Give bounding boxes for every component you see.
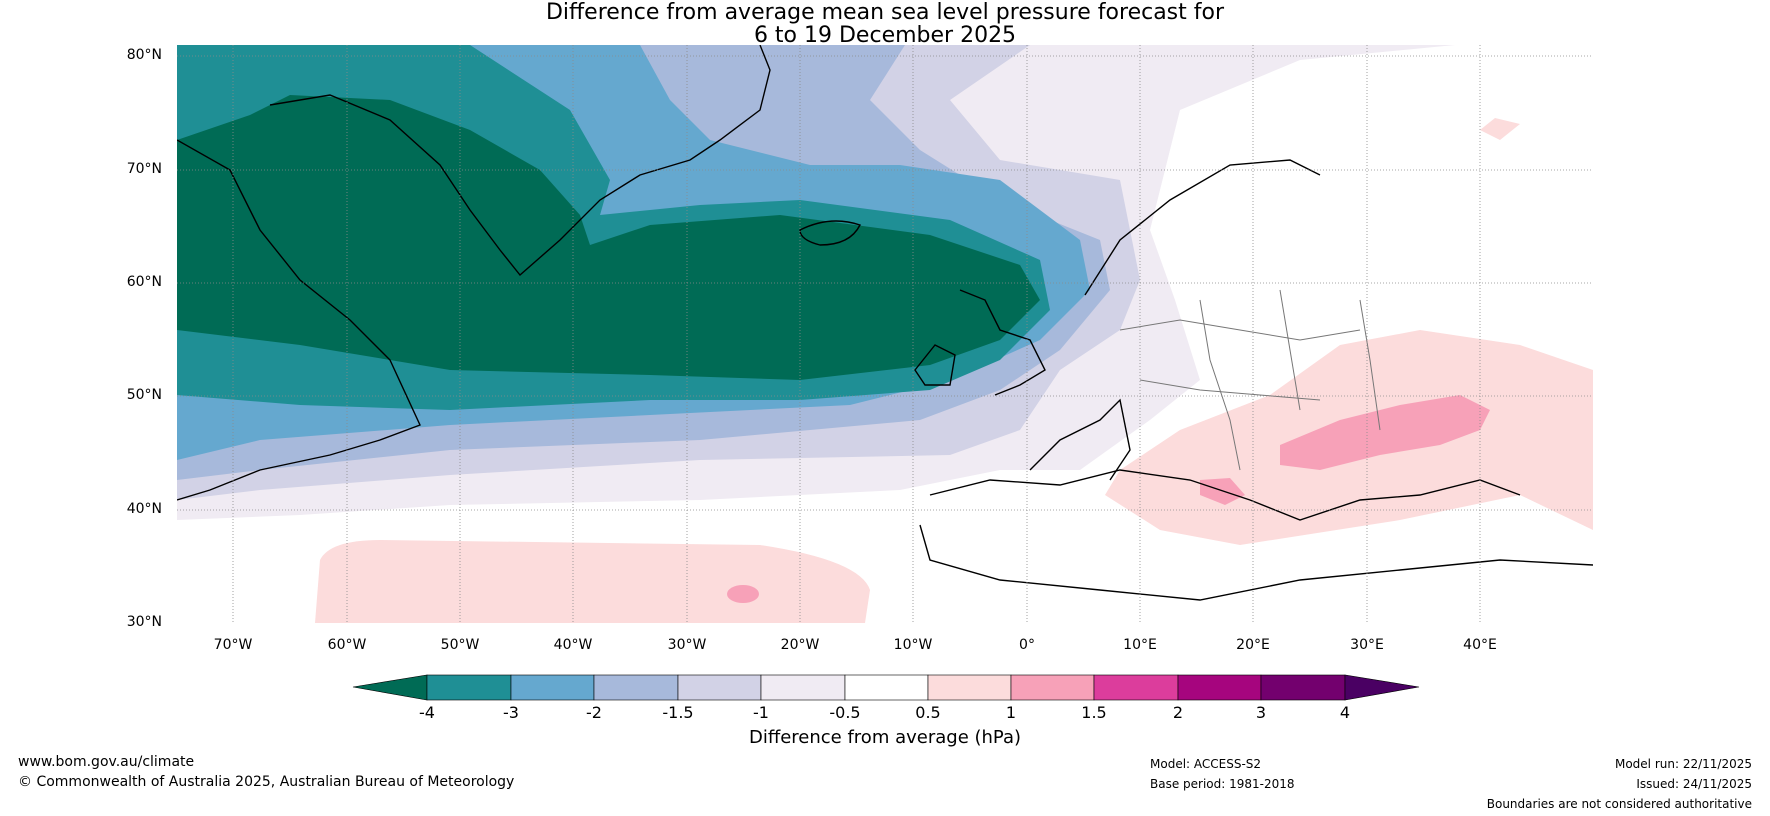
lat-label: 70°N [126, 161, 162, 177]
country-borders [1119, 289, 1381, 471]
colorbar-max-extension [1344, 674, 1420, 701]
graticule [177, 45, 1593, 623]
lat-label: 50°N [126, 387, 162, 403]
lon-label: 40°E [1463, 637, 1497, 653]
colorbar-segment [927, 674, 1012, 701]
lon-label: 0° [1019, 637, 1035, 653]
band-minus-4 [177, 95, 1040, 380]
band-plus-1-subtropics [727, 585, 759, 603]
colorbar-tick: -0.5 [829, 703, 861, 722]
lon-label: 40°W [553, 637, 593, 653]
lat-label: 30°N [126, 614, 162, 630]
band-plus-0-5-svalbard [1480, 118, 1520, 140]
colorbar-min-extension [352, 674, 428, 701]
website-link[interactable]: www.bom.gov.au/climate [18, 754, 195, 770]
colorbar-segment [426, 674, 512, 701]
colorbar-segment [1260, 674, 1346, 701]
colorbar-segment [593, 674, 679, 701]
lat-label: 80°N [126, 47, 162, 63]
colorbar [352, 674, 1420, 701]
anomaly-field [177, 45, 1593, 623]
lon-label: 60°W [327, 637, 367, 653]
lon-label: 30°W [667, 637, 707, 653]
lon-label: 50°W [440, 637, 480, 653]
colorbar-tick: 4 [1339, 703, 1351, 722]
lon-label: 20°W [780, 637, 820, 653]
band-plus-1-europe [1280, 395, 1490, 470]
colorbar-tick: 1 [1005, 703, 1017, 722]
colorbar-tick: -4 [419, 703, 435, 722]
lon-label: 10°W [893, 637, 933, 653]
lon-label: 70°W [213, 637, 253, 653]
colorbar-tick: -1 [753, 703, 769, 722]
colorbar-segment [844, 674, 929, 701]
colorbar-tick: 1.5 [1081, 703, 1107, 722]
base-period-text: Base period: 1981-2018 [1150, 777, 1295, 791]
colorbar-tick: 0.5 [915, 703, 941, 722]
map-subtitle: 6 to 19 December 2025 [753, 23, 1017, 48]
lat-label: 40°N [126, 501, 162, 517]
colorbar-segment [760, 674, 846, 701]
lat-label: 60°N [126, 274, 162, 290]
colorbar-tick: -3 [503, 703, 519, 722]
colorbar-segment [677, 674, 762, 701]
colorbar-label: Difference from average (hPa) [748, 727, 1022, 748]
colorbar-segment [1093, 674, 1179, 701]
lon-label: 30°E [1350, 637, 1384, 653]
band-plus-0-5-subtropics [315, 540, 870, 623]
colorbar-segment [510, 674, 595, 701]
copyright-text: © Commonwealth of Australia 2025, Austra… [18, 774, 515, 790]
lon-label: 10°E [1123, 637, 1157, 653]
model-run-text: Model run: 22/11/2025 [1614, 757, 1752, 771]
issued-text: Issued: 24/11/2025 [1636, 777, 1752, 791]
colorbar-tick: -2 [586, 703, 602, 722]
colorbar-tick: -1.5 [662, 703, 694, 722]
map-title: Difference from average mean sea level p… [545, 0, 1225, 25]
lon-label: 20°E [1236, 637, 1270, 653]
colorbar-tick: 3 [1255, 703, 1267, 722]
model-text: Model: ACCESS-S2 [1150, 757, 1262, 771]
coastlines [177, 45, 1593, 601]
colorbar-segment [1010, 674, 1095, 701]
colorbar-segment [1177, 674, 1262, 701]
disclaimer-text: Boundaries are not considered authoritat… [1486, 797, 1752, 811]
colorbar-tick: 2 [1172, 703, 1184, 722]
